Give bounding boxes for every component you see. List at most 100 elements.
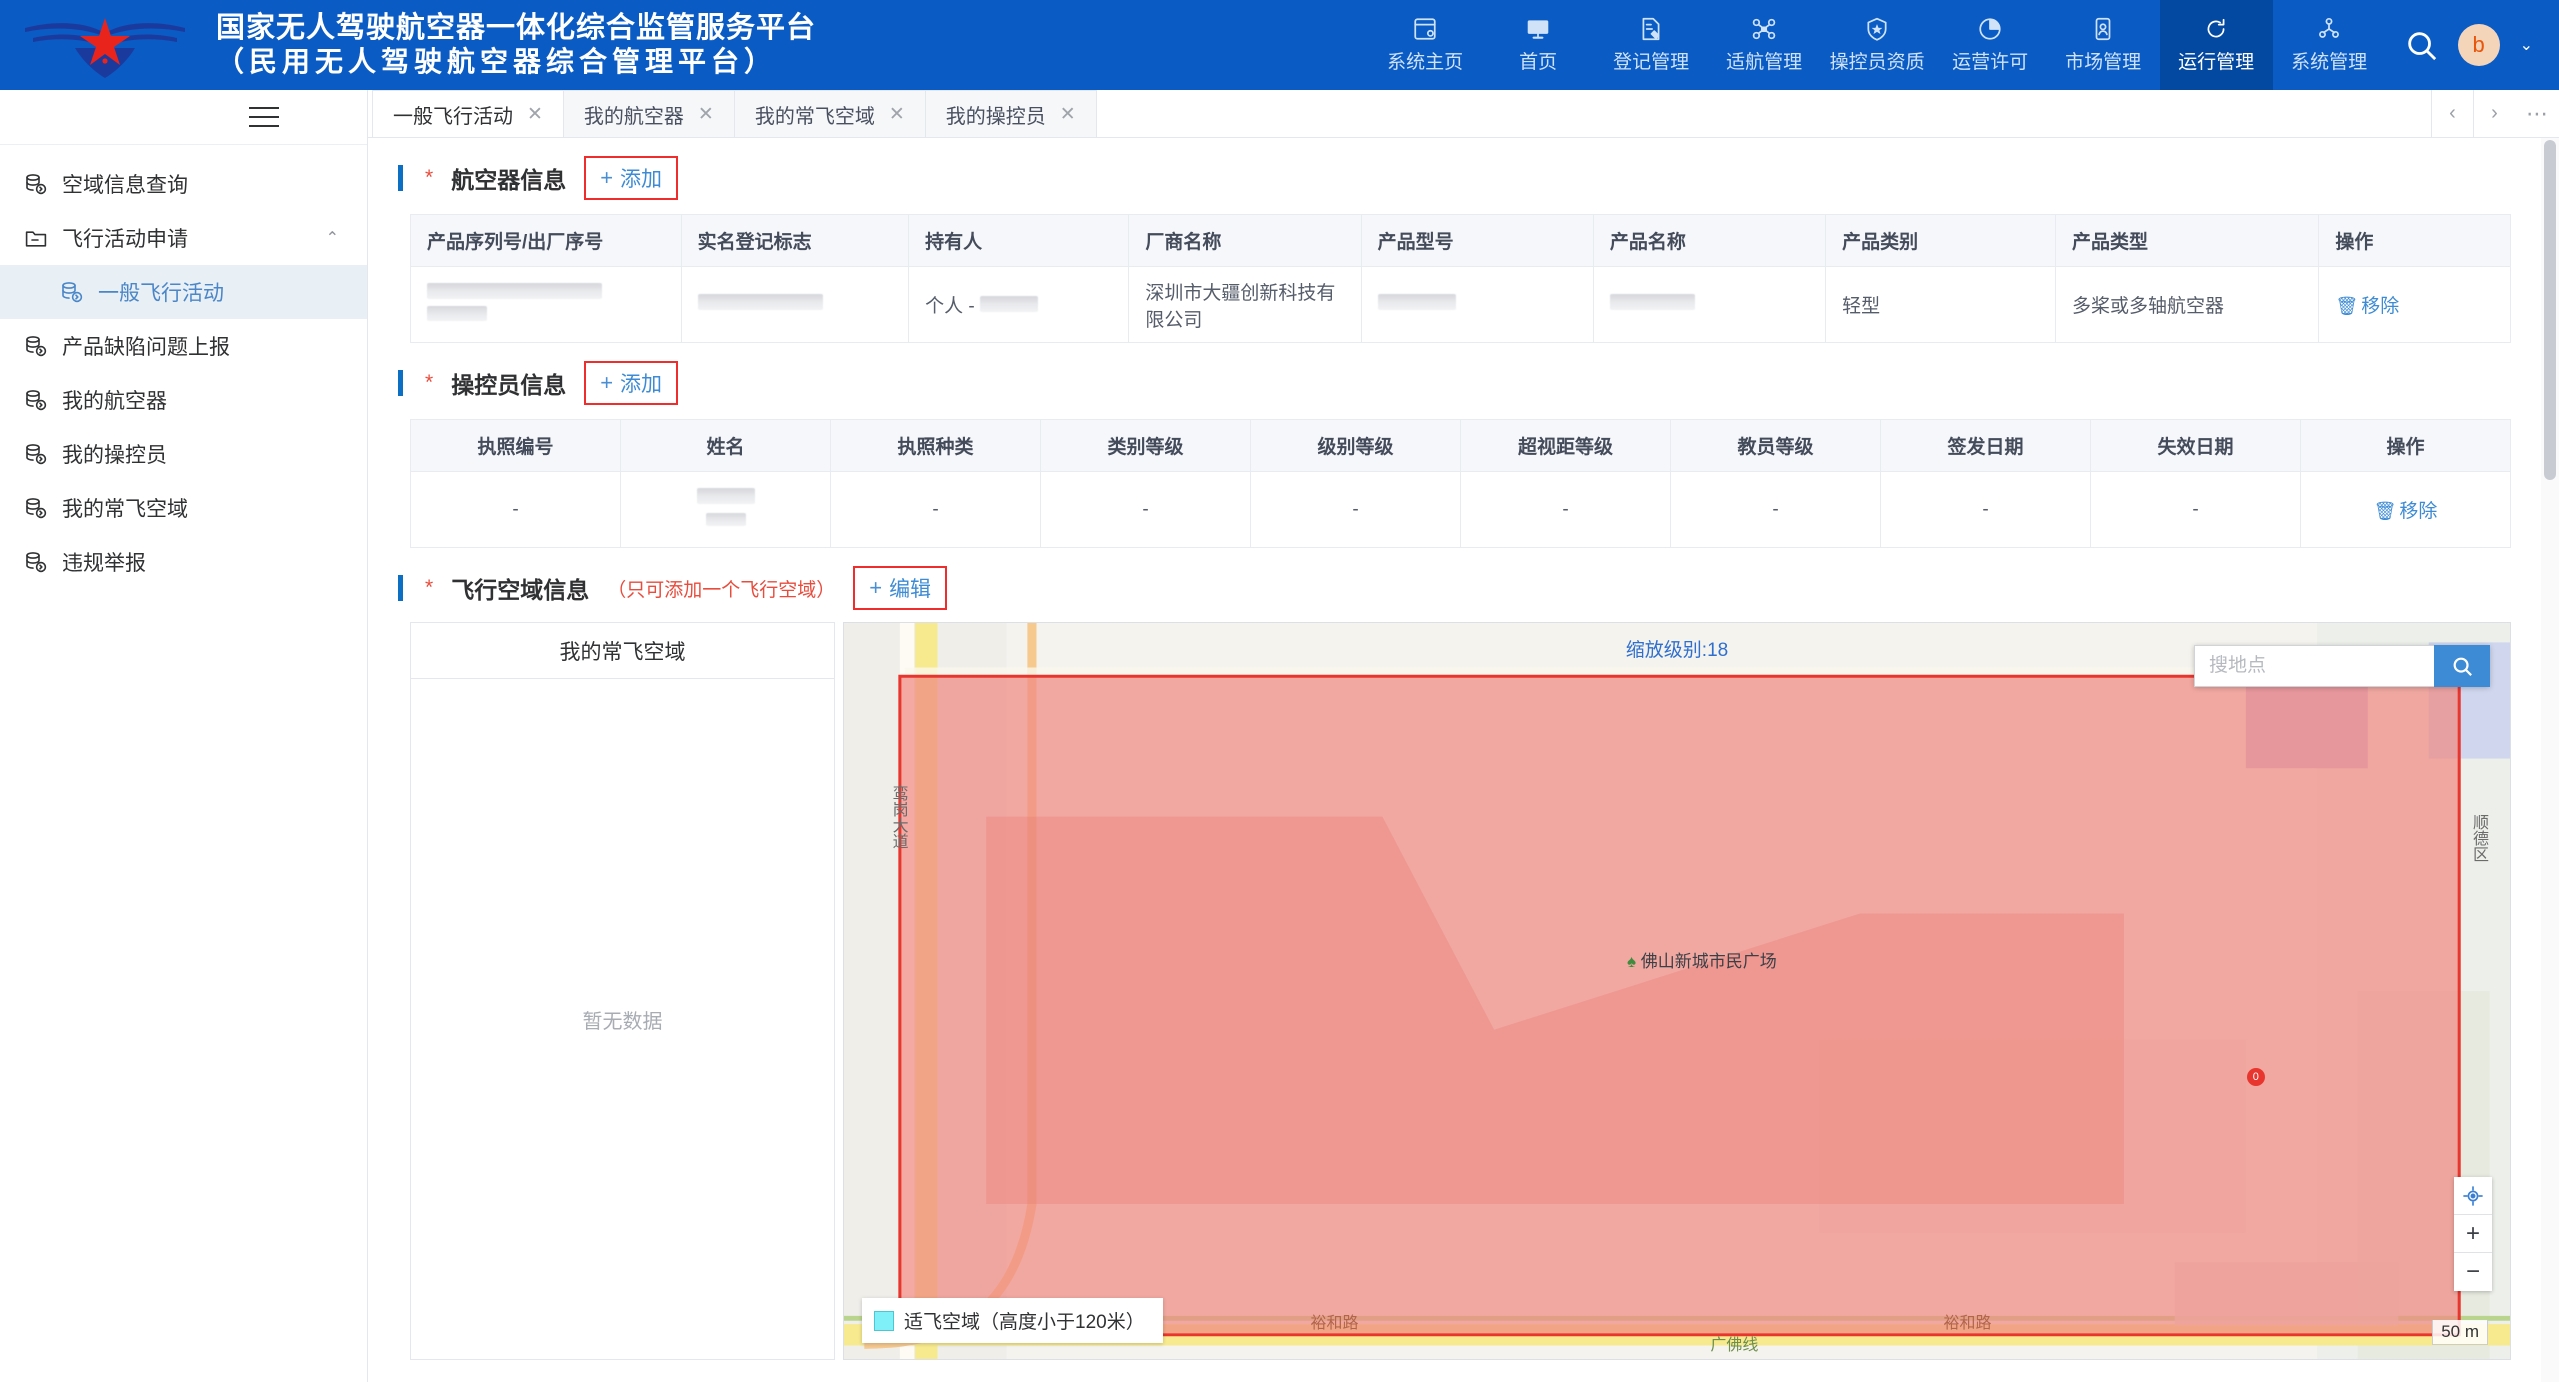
tab-3[interactable]: 我的操控员 ✕ [924, 90, 1097, 137]
database-arrow-icon [26, 444, 47, 465]
avatar[interactable]: b [2457, 24, 2500, 66]
redacted-value [979, 296, 1038, 312]
redacted-value [696, 487, 755, 504]
chevron-down-icon[interactable]: ⌄ [2519, 37, 2533, 54]
tab-scroll-left-button[interactable]: ‹ [2431, 90, 2473, 137]
sidebar-item-1[interactable]: 飞行活动申请 ⌃ [0, 211, 367, 265]
sidebar-item-label: 我的航空器 [62, 390, 167, 413]
database-arrow-icon [26, 552, 47, 573]
add-pilot-button[interactable]: + 添加 [584, 361, 679, 405]
pilot-bvlos-level: - [1460, 471, 1671, 548]
sidebar-item-4[interactable]: 我的航空器 [0, 373, 367, 427]
topnav-item-5[interactable]: 运营许可 [1934, 0, 2047, 90]
hamburger-icon [249, 107, 279, 127]
close-icon[interactable]: ✕ [697, 103, 714, 125]
table-row: 个人 - 深圳市大疆创新科技有限公司 轻型 多桨或多轴航空器 🗑 移除 [410, 266, 2511, 343]
map-zoom-out-button[interactable]: − [2454, 1253, 2492, 1291]
aircraft-manufacturer: 深圳市大疆创新科技有限公司 [1128, 266, 1362, 343]
tab-label: 我的操控员 [945, 105, 1046, 128]
tab-options-button[interactable]: ⋯ [2526, 100, 2548, 126]
database-arrow-icon [26, 390, 47, 411]
aircraft-table-header-row: 产品序列号/出厂序号 实名登记标志 持有人 厂商名称 产品型号 产品名称 产品类别 产品类型操… [410, 214, 2511, 267]
search-icon[interactable] [2404, 28, 2438, 62]
scrollbar-thumb[interactable] [2544, 140, 2556, 480]
redacted-value [1377, 293, 1456, 310]
edit-zone-button[interactable]: + 编辑 [853, 566, 948, 610]
sidebar-item-0[interactable]: 空域信息查询 [0, 157, 367, 211]
brand-line-1: 国家无人驾驶航空器一体化综合监管服务平台 [216, 12, 817, 44]
pilot-expiry-date: - [2090, 471, 2301, 548]
aircraft-category: 轻型 [1825, 266, 2056, 343]
remove-aircraft-button[interactable]: 🗑 移除 [2335, 296, 2400, 317]
close-icon[interactable]: ✕ [888, 103, 905, 125]
flight-zone-polygon [898, 674, 2461, 1337]
topnav-item-6[interactable]: 市场管理 [2047, 0, 2160, 90]
topnav-item-2[interactable]: 登记管理 [1595, 0, 1708, 90]
topnav-item-7[interactable]: 运行管理 [2159, 0, 2273, 90]
sidebar-item-6[interactable]: 我的常飞空域 [0, 481, 367, 535]
map-road-label: 裕和路 [1310, 1315, 1359, 1333]
close-icon[interactable]: ✕ [527, 103, 543, 125]
tab-1[interactable]: 我的航空器 ✕ [562, 90, 735, 137]
sidebar-item-5[interactable]: 我的操控员 [0, 427, 367, 481]
pilot-col-5: 超视距等级 [1460, 419, 1671, 472]
pilot-license-no: - [410, 471, 621, 548]
sidebar-item-3[interactable]: 产品缺陷问题上报 [0, 319, 367, 373]
main-vertical-scrollbar[interactable] [2541, 138, 2559, 1382]
map-search-button[interactable] [2434, 645, 2490, 687]
topnav-item-0[interactable]: 系统主页 [1369, 0, 1482, 90]
pilot-col-8: 失效日期 [2090, 419, 2301, 472]
map-road-label: 裕和路 [1943, 1315, 1992, 1333]
pilot-license-kind: - [830, 471, 1041, 548]
map-marker[interactable]: 0 [2246, 1068, 2265, 1087]
map-canvas[interactable]: 缩放级别:18 ♠ 佛山新城市民广场 裕和路 裕和路 裕和路 广佛线 鸾岗大道 … [843, 622, 2511, 1360]
section-accent-bar [398, 165, 403, 191]
aircraft-col-4: 产品型号 [1360, 214, 1594, 267]
sidebar-item-7[interactable]: 违规举报 [0, 535, 367, 589]
sidebar: 空域信息查询 飞行活动申请 ⌃ 一般飞行活动 产品缺陷问题上报我的航空器我的操控员 我的常… [0, 90, 368, 1382]
aircraft-holder: 个人 - [908, 266, 1130, 343]
page-title: 国家无人驾驶航空器一体化综合监管服务平台 （民用无人驾驶航空器综合管理平台） [216, 12, 816, 78]
crosshair-icon[interactable] [2454, 1177, 2492, 1215]
sidebar-item-label: 违规举报 [62, 552, 146, 575]
main-content: * 航空器信息 + 添加 产品序列号/出厂序号 实名登记标志 持有人 厂商名称 产品型号… [368, 138, 2559, 1382]
monitor-icon [1527, 20, 1549, 39]
legend-color-swatch [874, 1310, 894, 1331]
topnav-item-1[interactable]: 首页 [1482, 0, 1595, 90]
topnav-item-3[interactable]: 适航管理 [1708, 0, 1821, 90]
edit-zone-label: 编辑 [889, 578, 932, 601]
zone-section-note: （只可添加一个飞行空域） [607, 579, 836, 601]
pilot-table-wrap: 执照编号 姓名 执照种类 类别等级 级别等级 超视距等级 教员等级 签发日期 失效日期 操作 --… [368, 405, 2559, 548]
tab-0[interactable]: 一般飞行活动 ✕ [372, 90, 564, 137]
tab-label: 我的常飞空域 [754, 105, 875, 128]
aircraft-col-0: 产品序列号/出厂序号 [410, 214, 682, 267]
chevron-up-icon[interactable]: ⌃ [325, 230, 339, 247]
pilot-col-3: 类别等级 [1040, 419, 1251, 472]
add-aircraft-button[interactable]: + 添加 [584, 156, 679, 200]
tab-2[interactable]: 我的常飞空域 ✕ [733, 90, 926, 137]
map-legend: 适飞空域（高度小于120米） [862, 1298, 1163, 1343]
tab-scroll-right-button[interactable]: › [2473, 90, 2515, 137]
remove-pilot-button[interactable]: 🗑 移除 [2373, 501, 2438, 522]
topnav-item-4[interactable]: 操控员资质 [1821, 0, 1934, 90]
aircraft-registration [680, 266, 910, 343]
pilot-actions: 🗑 移除 [2300, 471, 2511, 548]
pilot-name [620, 471, 831, 548]
map-search-input[interactable] [2194, 645, 2434, 687]
topnav-item-8[interactable]: 系统管理 [2273, 0, 2386, 90]
pilot-section-header: * 操控员信息 + 添加 [368, 343, 2559, 405]
topnav-label: 系统主页 [1387, 52, 1464, 73]
sidebar-collapse-button[interactable] [0, 90, 367, 145]
pilot-col-2: 执照种类 [830, 419, 1041, 472]
id-card-icon [2095, 17, 2111, 41]
map-zoom-in-button[interactable]: + [2454, 1215, 2492, 1253]
required-mark: * [425, 576, 434, 599]
close-icon[interactable]: ✕ [1059, 103, 1076, 125]
tab-label: 一般飞行活动 [393, 105, 513, 128]
sidebar-item-2[interactable]: 一般飞行活动 [0, 265, 367, 319]
aircraft-actions: 🗑 移除 [2318, 266, 2511, 343]
trash-icon: 🗑 [2373, 501, 2397, 521]
aircraft-col-6: 产品类别 [1825, 214, 2056, 267]
map-controls: + − [2454, 1177, 2492, 1291]
aircraft-col-7: 产品类型 [2054, 214, 2320, 267]
